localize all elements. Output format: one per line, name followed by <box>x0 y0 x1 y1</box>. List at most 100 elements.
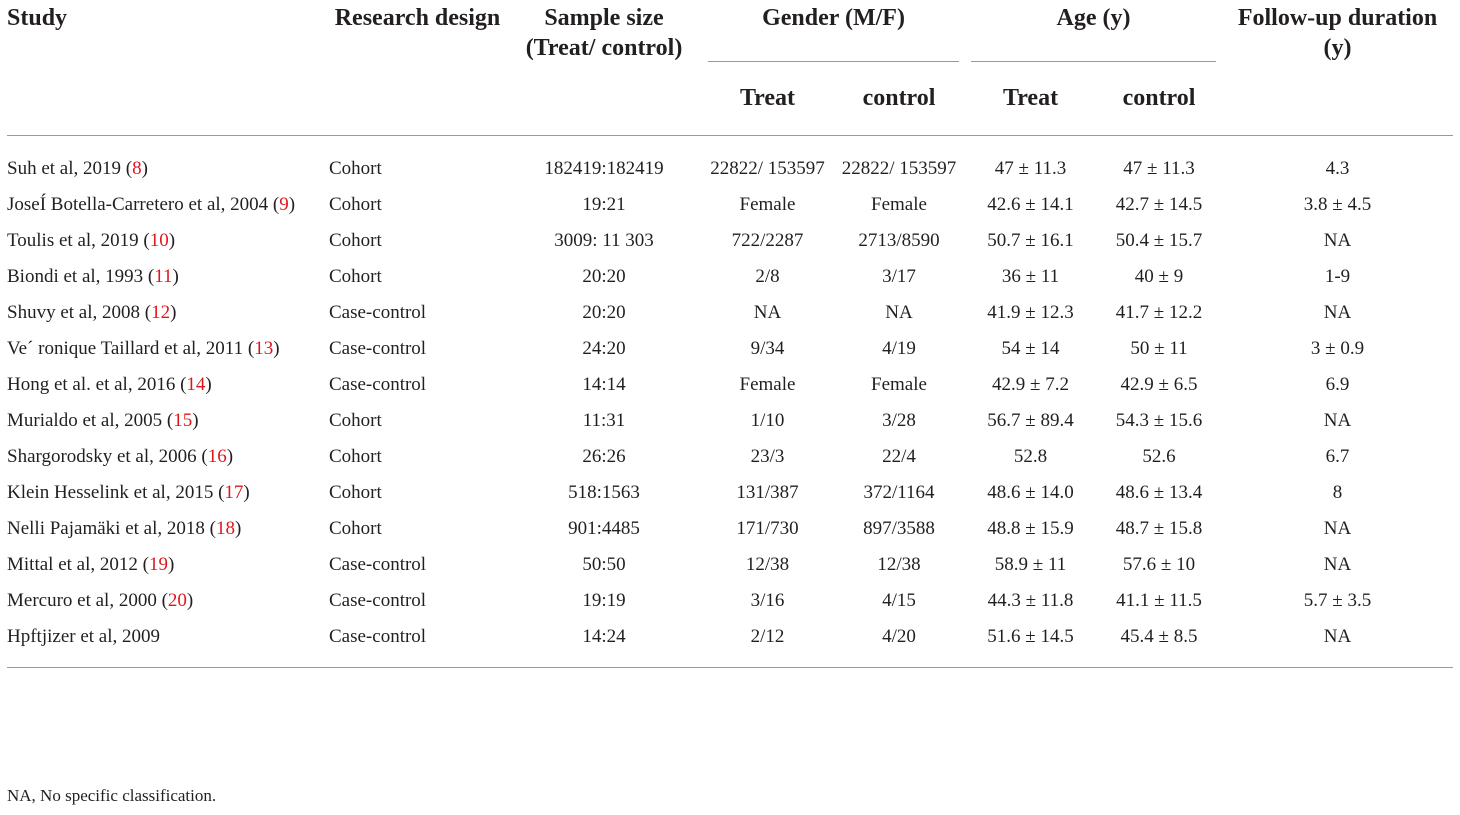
study-name: Mittal et al, 2012 ( <box>7 554 149 575</box>
study-name: Klein Hesselink et al, 2015 ( <box>7 482 225 503</box>
reference-close-paren: ) <box>141 158 148 179</box>
cell-follow-up: NA <box>1323 554 1352 575</box>
cell-sample-size: 19:19 <box>582 590 626 611</box>
cell-gender-control: 3/28 <box>882 410 916 431</box>
cell-research-design: Case-control <box>329 590 427 611</box>
study-name: Hong et al. et al, 2016 ( <box>7 374 187 395</box>
study-name: Murialdo et al, 2005 ( <box>7 410 174 431</box>
table-row: Murialdo et al, 2005 (15) Cohort 11:31 1/10… <box>7 406 1453 442</box>
table-row: Suh et al, 2019 (8) Cohort 182419:182419 22… <box>7 136 1453 191</box>
study-name: Toulis et al, 2019 ( <box>7 230 150 251</box>
cell-gender-treat: 171/730 <box>736 518 799 539</box>
cell-follow-up: NA <box>1323 410 1352 431</box>
cell-gender-treat: 2/12 <box>702 622 833 668</box>
cell-gender-treat: 1/10 <box>750 410 785 431</box>
cell-age-control: 48.7 ± 15.8 <box>1115 518 1203 539</box>
reference-link[interactable]: 18 <box>215 518 235 539</box>
table-header: Study Research design Sample size (Treat… <box>7 0 1454 136</box>
table-row: Mittal et al, 2012 (19) Case-control 50:50… <box>7 550 1453 586</box>
study-name: Shargorodsky et al, 2006 ( <box>7 446 208 467</box>
cell-age-control: 57.6 ± 10 <box>1122 554 1196 575</box>
cell-gender-treat: 722/2287 <box>731 230 804 251</box>
study-name: Biondi et al, 1993 ( <box>7 266 155 287</box>
cell-gender-treat: 131/387 <box>736 482 799 503</box>
cell-age-treat: 54 ± 14 <box>1001 338 1060 359</box>
cell-follow-up: NA <box>1323 302 1352 323</box>
table-row: Klein Hesselink et al, 2015 (17) Cohort 51… <box>7 478 1453 514</box>
study-name: JoseÍ Botella-Carretero et al, 2004 ( <box>7 194 280 215</box>
reference-link[interactable]: 19 <box>148 554 168 575</box>
cell-gender-treat: Female <box>739 194 796 215</box>
cell-follow-up: 6.7 <box>1325 446 1350 467</box>
cell-age-control: 48.6 ± 13.4 <box>1115 482 1203 503</box>
table-row: JoseÍ Botella-Carretero et al, 2004 (9) C… <box>7 190 1453 226</box>
reference-link[interactable]: 20 <box>167 590 187 611</box>
reference-link[interactable]: 12 <box>151 302 171 323</box>
reference-link[interactable]: 11 <box>154 266 173 287</box>
cell-research-design: Cohort <box>329 194 382 215</box>
reference-link[interactable]: 15 <box>173 410 193 431</box>
cell-gender-treat: 9/34 <box>750 338 785 359</box>
cell-study: Murialdo et al, 2005 (15) <box>7 406 329 442</box>
cell-research-design: Cohort <box>329 230 382 251</box>
cell-age-control: 54.3 ± 15.6 <box>1115 410 1203 431</box>
cell-research-design: Cohort <box>329 158 382 179</box>
cell-age-treat: 44.3 ± 11.8 <box>987 590 1074 611</box>
cell-follow-up: 4.3 <box>1325 158 1350 179</box>
cell-age-control: 40 ± 9 <box>1134 266 1184 287</box>
header-sample-size: Sample size (Treat/ control) <box>506 0 702 136</box>
cell-gender-treat: 23/3 <box>750 446 785 467</box>
reference-link[interactable]: 13 <box>254 338 274 359</box>
table-row: Biondi et al, 1993 (11) Cohort 20:20 2/8 3/1… <box>7 262 1453 298</box>
cell-sample-size: 14:24 <box>506 622 702 668</box>
cell-sample-size: 20:20 <box>582 266 626 287</box>
study-name: Nelli Pajamäki et al, 2018 ( <box>7 518 216 539</box>
cell-age-control: 50 ± 11 <box>1130 338 1188 359</box>
header-study: Study <box>7 0 329 136</box>
header-age-control: control <box>1096 67 1223 136</box>
cell-gender-control: 2713/8590 <box>858 230 940 251</box>
cell-follow-up: NA <box>1323 518 1352 539</box>
reference-close-paren: ) <box>234 518 242 539</box>
cell-research-design: Case-control <box>329 622 506 668</box>
reference-link[interactable]: 14 <box>186 374 206 395</box>
reference-link[interactable]: 9 <box>279 194 289 215</box>
table-row: Toulis et al, 2019 (10) Cohort 3009: 11 30… <box>7 226 1453 262</box>
header-age-label: Age (y) <box>971 3 1217 62</box>
reference-close-paren: ) <box>288 194 296 215</box>
reference-link[interactable]: 10 <box>149 230 169 251</box>
cell-follow-up: 6.9 <box>1325 374 1350 395</box>
cell-age-control: 45.4 ± 8.5 <box>1096 622 1223 668</box>
cell-age-treat: 47 ± 11.3 <box>994 158 1067 179</box>
header-gender-treat: Treat <box>702 67 833 136</box>
cell-study: Ve´ ronique Taillard et al, 2011 (13) <box>7 334 329 370</box>
table-row: Hong et al. et al, 2016 (14) Case-control… <box>7 370 1453 406</box>
cell-research-design: Cohort <box>329 410 382 431</box>
reference-close-paren: ) <box>273 338 280 359</box>
header-research-design: Research design <box>329 0 506 136</box>
study-name: Hpftjizer et al, 2009 <box>7 626 161 647</box>
cell-study: Shargorodsky et al, 2006 (16) <box>7 442 329 478</box>
cell-age-control: 50.4 ± 15.7 <box>1115 230 1203 251</box>
cell-study: Mittal et al, 2012 (19) <box>7 550 329 586</box>
cell-age-treat: 42.9 ± 7.2 <box>992 374 1069 395</box>
reference-link[interactable]: 16 <box>207 446 227 467</box>
cell-age-treat: 51.6 ± 14.5 <box>965 622 1097 668</box>
cell-gender-control: 4/15 <box>882 590 916 611</box>
cell-gender-treat: NA <box>753 302 782 323</box>
cell-sample-size: 24:20 <box>582 338 626 359</box>
reference-close-paren: ) <box>205 374 212 395</box>
cell-age-treat: 58.9 ± 11 <box>994 554 1067 575</box>
cell-study: Mercuro et al, 2000 (20) <box>7 586 329 622</box>
cell-follow-up: 1-9 <box>1324 266 1351 287</box>
cell-sample-size: 182419:182419 <box>544 158 664 179</box>
reference-link[interactable]: 17 <box>224 482 244 503</box>
cell-age-treat: 41.9 ± 12.3 <box>987 302 1074 323</box>
table-footnote: NA, No specific classification. <box>7 786 217 805</box>
reference-link[interactable]: 8 <box>132 158 142 179</box>
cell-follow-up: 3 ± 0.9 <box>1310 338 1365 359</box>
cell-sample-size: 50:50 <box>582 554 626 575</box>
reference-close-paren: ) <box>186 590 194 611</box>
cell-research-design: Cohort <box>329 518 382 539</box>
cell-research-design: Case-control <box>329 554 427 575</box>
